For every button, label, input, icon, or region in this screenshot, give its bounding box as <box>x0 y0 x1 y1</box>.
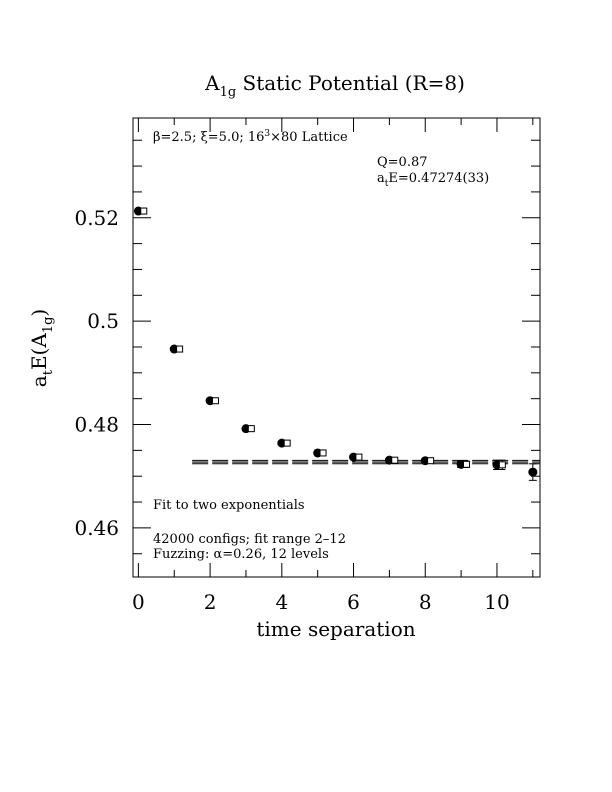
x-tick-label: 10 <box>484 590 509 614</box>
x-tick-label: 0 <box>132 590 145 614</box>
data-point-open <box>498 461 506 469</box>
y-tick-label: 0.46 <box>74 516 119 540</box>
y-axis-label: atE(A1g) <box>27 309 56 387</box>
series-open-points <box>140 207 506 470</box>
energy-annotation: atE=0.47274(33) <box>377 171 489 189</box>
chart-title: A1g Static Potential (R=8) <box>204 71 465 100</box>
x-tick-label: 8 <box>419 590 432 614</box>
configs-annotation: 42000 configs; fit range 2–12 <box>153 532 346 547</box>
data-point-open <box>283 439 291 447</box>
data-point-open <box>319 449 327 457</box>
x-axis-label: time separation <box>256 617 415 641</box>
y-tick-label: 0.52 <box>74 206 119 230</box>
fuzzing-annotation: Fuzzing: α=0.26, 12 levels <box>153 547 329 562</box>
data-point-open <box>355 453 363 461</box>
lattice-annotation: β=2.5; ξ=5.0; 163×80 Lattice <box>153 129 348 145</box>
data-point-open <box>211 397 219 405</box>
data-point-open <box>140 207 148 215</box>
data-point <box>528 467 538 477</box>
q-annotation: Q=0.87 <box>377 155 428 170</box>
data-point-open <box>462 460 470 468</box>
y-tick-label: 0.5 <box>87 309 119 333</box>
y-tick-label: 0.48 <box>74 413 119 437</box>
data-point-open <box>176 345 184 353</box>
series-filled-points <box>133 206 538 481</box>
x-tick-label: 2 <box>204 590 217 614</box>
tick-labels: 0 2 4 6 8 10 0.46 0.48 0.5 0.52 <box>74 206 509 614</box>
fit-band <box>192 459 540 465</box>
fit-type-annotation: Fit to two exponentials <box>153 498 305 513</box>
x-tick-label: 6 <box>347 590 360 614</box>
data-point-open <box>247 425 255 433</box>
plot-frame <box>132 117 541 578</box>
axis-ticks <box>133 118 540 577</box>
data-point-open <box>427 457 435 465</box>
data-point-open <box>391 456 399 464</box>
x-tick-label: 4 <box>275 590 288 614</box>
